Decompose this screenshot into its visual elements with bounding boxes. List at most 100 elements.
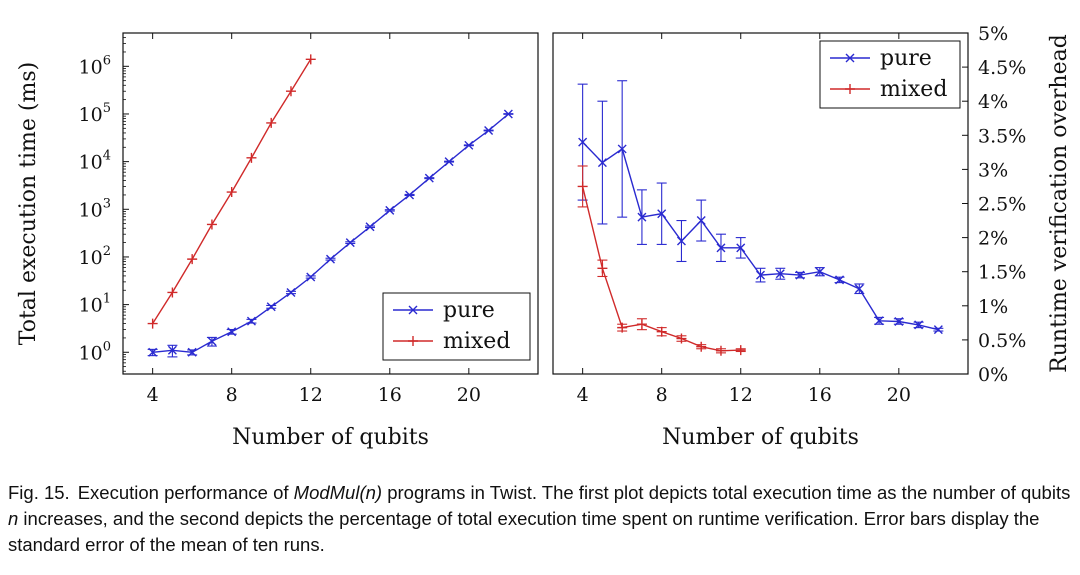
caption-program: ModMul(n) bbox=[293, 482, 383, 503]
data-point-pure bbox=[657, 209, 667, 219]
data-point-pure bbox=[148, 347, 158, 357]
data-point-pure bbox=[894, 316, 904, 326]
data-point-mixed bbox=[147, 318, 158, 329]
data-point-pure bbox=[484, 126, 494, 135]
x-tick-label: 12 bbox=[299, 384, 323, 406]
data-point-pure bbox=[266, 302, 276, 312]
y-axis-label: Runtime verification overhead bbox=[1047, 34, 1072, 373]
y-tick-label: 103 bbox=[79, 196, 111, 221]
x-tick-label: 12 bbox=[729, 384, 753, 406]
x-tick-label: 16 bbox=[378, 384, 402, 406]
y-tick-label: 0.5% bbox=[978, 330, 1026, 352]
data-point-pure bbox=[835, 275, 845, 285]
legend-marker-pure bbox=[408, 305, 418, 315]
plot-frame bbox=[122, 32, 539, 375]
data-point-mixed bbox=[696, 341, 707, 352]
y-tick-label: 5% bbox=[978, 23, 1008, 45]
data-point-mixed bbox=[305, 54, 316, 65]
x-tick-label: 8 bbox=[226, 384, 238, 406]
data-point-pure bbox=[503, 109, 513, 119]
legend-label-pure: pure bbox=[880, 46, 932, 71]
data-point-pure bbox=[676, 236, 686, 246]
legend: pure mixed bbox=[819, 40, 961, 109]
x-tick-label: 20 bbox=[457, 384, 481, 406]
data-point-pure bbox=[187, 347, 197, 357]
data-point-mixed bbox=[676, 333, 687, 344]
data-point-pure bbox=[933, 325, 943, 335]
data-point-mixed bbox=[735, 345, 746, 356]
caption-text-before: Execution performance of bbox=[77, 482, 294, 503]
legend-marker-pure bbox=[845, 53, 855, 63]
caption-var: n bbox=[8, 508, 19, 529]
legend: pure mixed bbox=[382, 292, 531, 361]
data-point-pure bbox=[345, 238, 355, 248]
data-point-pure bbox=[874, 316, 884, 326]
legend-label-mixed: mixed bbox=[880, 77, 947, 102]
data-point-mixed bbox=[636, 319, 647, 330]
x-tick-label: 20 bbox=[887, 384, 911, 406]
series-line-pure bbox=[582, 141, 939, 331]
series-pure bbox=[577, 80, 944, 335]
data-point-pure bbox=[246, 316, 256, 326]
data-point-mixed bbox=[187, 254, 198, 265]
y-tick-label: 3% bbox=[978, 159, 1008, 181]
data-point-pure bbox=[716, 243, 726, 253]
data-point-pure bbox=[405, 190, 415, 200]
y-tick-label: 2% bbox=[978, 228, 1008, 250]
data-point-mixed bbox=[266, 117, 277, 128]
data-point-mixed bbox=[577, 181, 588, 192]
data-point-pure bbox=[326, 254, 335, 264]
y-tick-label: 105 bbox=[79, 101, 111, 126]
y-tick-label: 100 bbox=[79, 339, 111, 364]
legend-marker-mixed bbox=[845, 84, 855, 94]
data-point-pure bbox=[385, 205, 395, 215]
chart-verification-overhead: 4 8 12 16 20 0% 0.5% 1% 1.5% 2% 2.5% 3% 3.5% 4% 4.5% 5%… bbox=[552, 23, 1072, 450]
y-tick-label: 3.5% bbox=[978, 125, 1026, 147]
data-point-pure bbox=[617, 144, 627, 154]
data-point-pure bbox=[637, 212, 647, 222]
data-point-mixed bbox=[617, 322, 628, 333]
data-point-pure bbox=[444, 157, 454, 167]
data-point-pure bbox=[167, 345, 177, 355]
y-tick-label: 106 bbox=[79, 53, 111, 78]
legend-box bbox=[819, 40, 961, 109]
x-tick-label: 4 bbox=[147, 384, 159, 406]
data-point-pure bbox=[578, 137, 588, 147]
data-point-pure bbox=[795, 270, 805, 280]
figure-caption: Fig. 15. Execution performance of ModMul(… bbox=[8, 480, 1074, 558]
data-point-mixed bbox=[206, 219, 217, 230]
data-point-pure bbox=[306, 272, 316, 282]
data-point-pure bbox=[696, 216, 706, 226]
caption-label: Fig. 15. bbox=[8, 482, 70, 503]
series-mixed bbox=[577, 165, 746, 356]
y-tick-label: 2.5% bbox=[978, 194, 1026, 216]
y-tick-label: 101 bbox=[79, 292, 111, 317]
y-tick-label: 1.5% bbox=[978, 262, 1026, 284]
data-point-pure bbox=[815, 267, 825, 277]
data-point-pure bbox=[286, 287, 296, 297]
y-tick-label: 4% bbox=[978, 91, 1008, 113]
data-point-mixed bbox=[715, 345, 726, 356]
x-tick-label: 4 bbox=[577, 384, 589, 406]
legend-marker-mixed bbox=[408, 336, 418, 346]
y-tick-label: 104 bbox=[79, 149, 111, 174]
series-pure bbox=[147, 109, 514, 358]
data-point-pure bbox=[854, 284, 864, 294]
caption-text-after: increases, and the second depicts the pe… bbox=[8, 508, 1040, 555]
legend-label-mixed: mixed bbox=[443, 329, 510, 354]
figure-charts: 4 8 12 16 20 100 101 102 103 104 105 106 Number of q… bbox=[16, 23, 1072, 450]
data-point-pure bbox=[424, 173, 434, 183]
data-point-pure bbox=[736, 243, 746, 253]
x-tick-label: 16 bbox=[808, 384, 832, 406]
x-axis-label: Number of qubits bbox=[232, 425, 429, 450]
data-point-pure bbox=[914, 320, 924, 330]
chart-execution-time: 4 8 12 16 20 100 101 102 103 104 105 106 Number of q… bbox=[16, 32, 539, 450]
caption-text-mid: programs in Twist. The first plot depict… bbox=[382, 482, 1071, 503]
data-point-pure bbox=[756, 270, 765, 280]
y-axis-label: Total execution time (ms) bbox=[16, 62, 41, 346]
data-point-mixed bbox=[167, 287, 178, 298]
data-point-mixed bbox=[656, 326, 667, 337]
y-tick-label: 102 bbox=[79, 244, 111, 269]
legend-label-pure: pure bbox=[443, 298, 495, 323]
data-point-pure bbox=[365, 222, 375, 232]
